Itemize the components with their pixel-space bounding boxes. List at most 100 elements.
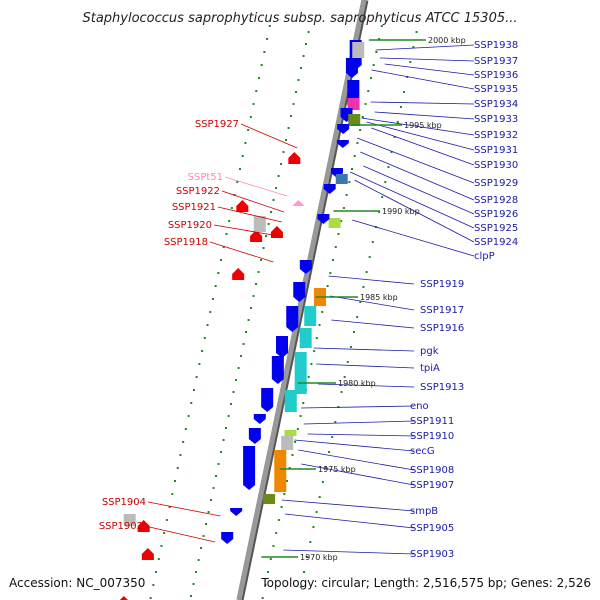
tick-mark	[210, 499, 213, 501]
label-leader	[361, 117, 475, 136]
tick-mark	[255, 283, 258, 285]
label-leader	[371, 69, 475, 90]
genome-backbone	[236, 0, 369, 600]
tick-mark	[334, 421, 337, 423]
tick-mark	[277, 175, 280, 177]
tick-mark	[182, 441, 185, 443]
tick-mark	[288, 467, 291, 469]
tick-mark	[257, 77, 260, 79]
tick-mark	[195, 376, 198, 378]
left-gene-label: SSP1922	[176, 186, 220, 197]
tick-mark	[342, 207, 345, 209]
feature-block	[284, 430, 297, 436]
tick-mark	[380, 25, 383, 27]
tick-mark	[249, 116, 252, 118]
feature-block	[294, 352, 307, 394]
tick-mark	[245, 331, 248, 333]
tick-mark	[190, 402, 193, 404]
tick-mark	[403, 91, 406, 93]
right-gene-label: smpB	[410, 506, 438, 517]
tick-mark	[230, 207, 233, 209]
label-leader	[217, 206, 282, 223]
tick-mark	[209, 311, 212, 313]
tick-mark	[283, 493, 286, 495]
plus-strand-gene	[299, 260, 312, 274]
tick-mark	[294, 441, 297, 443]
tick-mark	[303, 571, 306, 573]
label-leader	[357, 137, 475, 184]
tick-mark	[225, 233, 228, 235]
tick-mark	[152, 584, 155, 586]
label-leader	[221, 190, 284, 213]
label-leader	[240, 123, 298, 149]
tick-mark	[247, 319, 250, 321]
tick-mark	[296, 428, 299, 430]
tick-mark	[393, 136, 396, 138]
tick-mark	[356, 142, 359, 144]
tick-mark	[396, 121, 399, 123]
label-leader	[331, 319, 415, 329]
tick-mark	[297, 79, 300, 81]
tick-mark	[307, 31, 310, 33]
label-leader	[301, 463, 415, 486]
plus-strand-gene	[286, 306, 299, 332]
left-gene-label: SSP1918	[164, 237, 208, 248]
feature-block	[347, 98, 360, 110]
right-gene-label: SSP1925	[474, 223, 518, 234]
label-leader	[379, 57, 475, 62]
label-leader	[307, 433, 415, 437]
tick-mark	[264, 584, 267, 586]
tick-mark	[237, 367, 240, 369]
tick-mark	[367, 90, 370, 92]
tick-mark	[387, 166, 390, 168]
tick-mark	[157, 558, 160, 560]
label-leader	[366, 121, 475, 151]
tick-mark	[230, 403, 233, 405]
tick-mark	[239, 168, 242, 170]
right-gene-label: SSP1913	[420, 382, 464, 393]
tick-mark	[334, 246, 337, 248]
tick-mark	[321, 481, 324, 483]
tick-mark	[272, 545, 275, 547]
tick-mark	[372, 64, 375, 66]
tick-mark	[197, 559, 200, 561]
tick-mark	[340, 391, 343, 393]
right-gene-label: SSP1928	[474, 195, 518, 206]
tick-mark	[269, 558, 272, 560]
left-gene-label: SSP1920	[168, 220, 212, 231]
right-gene-label: SSP1903	[410, 549, 454, 560]
right-gene-label: SSP1933	[474, 114, 518, 125]
tick-mark	[292, 103, 295, 105]
backbone-ticks	[149, 25, 418, 599]
right-gene-label: SSP1930	[474, 160, 518, 171]
label-leader	[284, 513, 415, 529]
tick-mark	[211, 298, 214, 300]
tick-mark	[332, 259, 335, 261]
tick-mark	[285, 139, 288, 141]
right-gene-label: SSP1938	[474, 40, 518, 51]
tick-mark	[203, 337, 206, 339]
tick-mark	[375, 51, 378, 53]
tick-mark	[299, 415, 302, 417]
tick-mark	[346, 361, 349, 363]
tick-mark	[215, 475, 218, 477]
tick-mark	[260, 259, 263, 261]
tick-mark	[328, 451, 331, 453]
tick-mark	[305, 43, 308, 45]
feature-block	[253, 216, 266, 232]
label-leader	[298, 449, 415, 471]
tick-mark	[220, 259, 223, 261]
tick-mark	[409, 61, 412, 63]
tick-mark	[266, 38, 269, 40]
tick-mark	[356, 316, 359, 318]
feature-block	[348, 114, 361, 126]
tick-mark	[205, 523, 208, 525]
genome-title: Staphylococcus saprophyticus subsp. sapr…	[82, 11, 517, 26]
plus-strand-gene	[276, 336, 289, 358]
kbp-label: 1995 kbp	[404, 121, 442, 130]
plus-strand-gene	[253, 414, 266, 424]
tick-mark	[232, 391, 235, 393]
tick-mark	[235, 379, 238, 381]
tick-mark	[299, 586, 302, 588]
tick-mark	[321, 311, 324, 313]
